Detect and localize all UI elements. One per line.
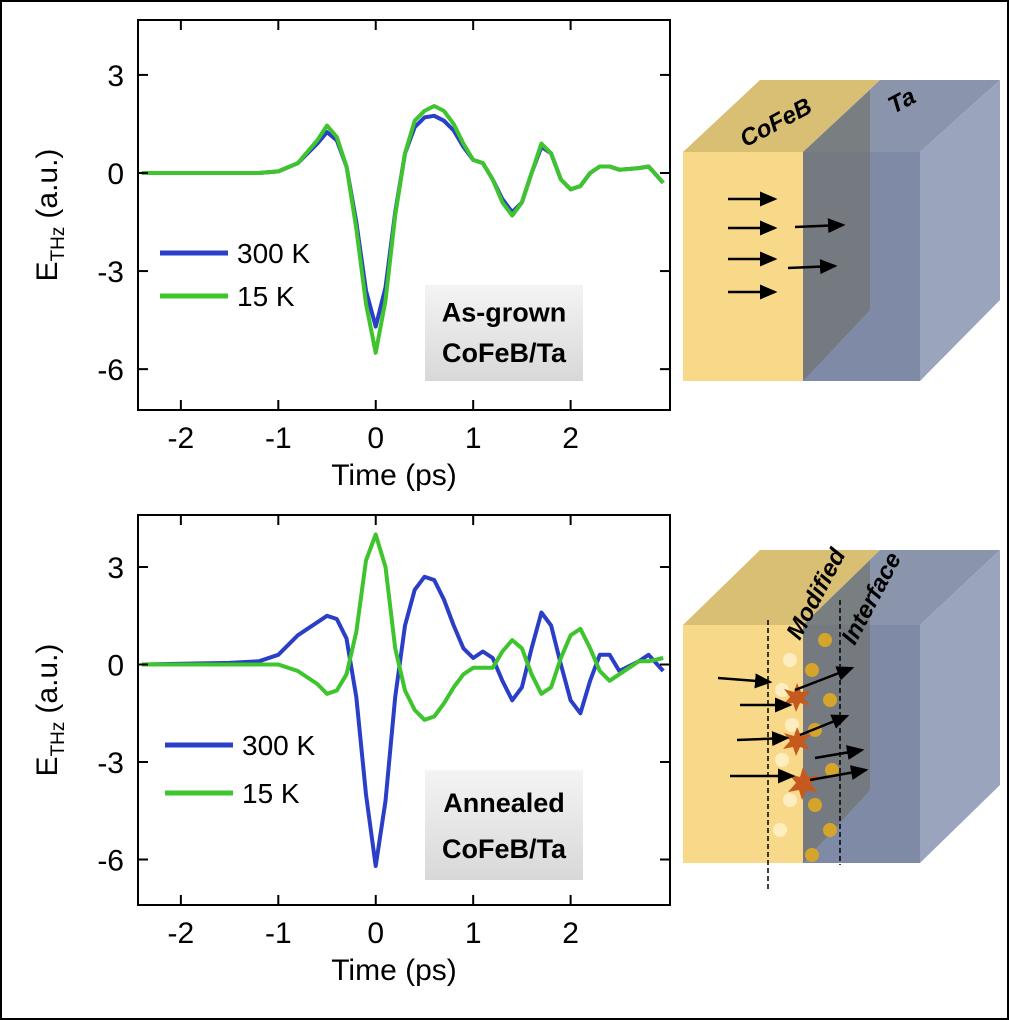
y-tick-label: 0	[107, 650, 124, 683]
x-tick-label: 1	[465, 917, 482, 950]
spin-arrows	[717, 666, 869, 784]
x-tick-label: -1	[265, 422, 292, 455]
x-axis-title: Time (ps)	[331, 459, 457, 492]
x-tick-label: -2	[168, 917, 195, 950]
plot-frame	[137, 19, 671, 411]
y-tick-label: 0	[107, 158, 124, 191]
y-axis-title: ETHz (a.u.)	[31, 149, 69, 282]
cofeb-top	[683, 80, 880, 152]
spin-arrows	[728, 191, 846, 300]
y-tick-label: -3	[97, 256, 124, 289]
y-axis-title-unit: (a.u.)	[31, 149, 64, 219]
x-tick-label: 0	[367, 917, 384, 950]
diagram-as-grown: CoFeB Ta	[683, 80, 1000, 381]
plot-frame	[137, 514, 671, 906]
legend-label: 300 K	[242, 730, 315, 761]
legend-label: 15 K	[242, 778, 300, 809]
x-tick-label: -1	[265, 917, 292, 950]
cofeb-front	[683, 152, 803, 381]
cofeb-top	[683, 550, 880, 625]
chart: Annealed CoFeB/Ta -2 -1 0 1 2 -6 -3 0 3 Time (ps) ET…	[31, 514, 671, 987]
annotation: As-grown	[442, 297, 567, 327]
ta-side	[920, 80, 1000, 381]
legend-label: 15 K	[237, 281, 295, 312]
annotation-box	[425, 770, 583, 880]
y-axis-title-sub: THz	[48, 722, 69, 757]
annotation: Annealed	[443, 788, 565, 818]
chart: As-grown CoFeB/Ta -2 -1 0 1 2 -6 -3 0 3 Time (ps) ET…	[31, 19, 671, 492]
y-axis-title-main: E	[31, 261, 64, 281]
series-line	[141, 104, 665, 355]
y-tick-label: 3	[107, 552, 124, 585]
legend-label: 300 K	[237, 238, 310, 269]
y-axis-title-main: E	[31, 756, 64, 776]
y-tick-label: -6	[97, 845, 124, 878]
y-axis-title-unit: (a.u.)	[31, 644, 64, 714]
x-axis-title: Time (ps)	[331, 954, 457, 987]
scattering-stars	[783, 683, 819, 800]
vacancies	[773, 653, 799, 837]
series-line	[141, 574, 665, 868]
atoms	[805, 633, 839, 862]
x-tick-label: -2	[168, 422, 195, 455]
annotation-box	[425, 285, 583, 381]
annotation: CoFeB/Ta	[442, 338, 567, 368]
y-axis-title-sub: THz	[48, 227, 69, 262]
diagram-annealed: Modified Interface	[683, 543, 1000, 892]
y-axis-title: ETHz (a.u.)	[31, 644, 69, 777]
y-tick-label: 3	[107, 60, 124, 93]
ta-side	[920, 550, 1000, 863]
x-tick-label: 2	[562, 917, 579, 950]
x-tick-label: 0	[367, 422, 384, 455]
y-tick-label: -6	[97, 354, 124, 387]
series-line	[141, 532, 664, 722]
x-tick-label: 2	[562, 422, 579, 455]
annotation: CoFeB/Ta	[442, 834, 567, 864]
x-tick-label: 1	[465, 422, 482, 455]
y-tick-label: -3	[97, 747, 124, 780]
interface-bounds	[767, 600, 841, 892]
interface-plane	[803, 90, 870, 381]
